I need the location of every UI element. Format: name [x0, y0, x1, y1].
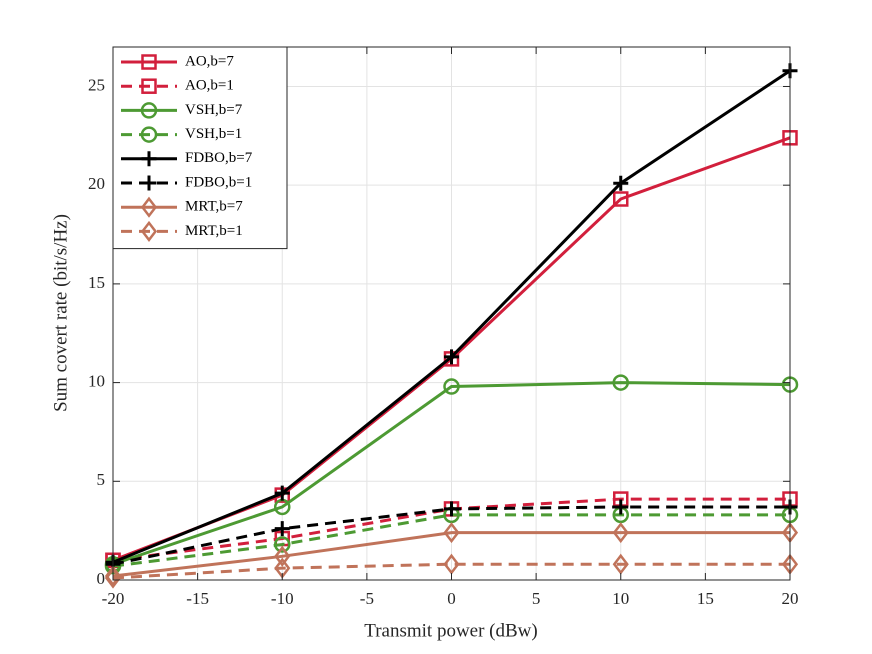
- legend-label: FDBO,b=7: [185, 150, 253, 166]
- marker: [140, 102, 158, 119]
- legend-label: MRT,b=7: [185, 199, 243, 215]
- legend-label: FDBO,b=1: [185, 174, 252, 190]
- marker: [612, 374, 629, 391]
- y-tick-label: 25: [88, 75, 105, 94]
- y-axis-label: Sum covert rate (bit/s/Hz): [50, 214, 71, 412]
- marker: [140, 220, 158, 242]
- x-axis-label: Transmit power (dBw): [364, 620, 537, 641]
- marker: [444, 501, 459, 517]
- legend-label: MRT,b=1: [185, 223, 243, 239]
- y-tick-label: 15: [88, 273, 105, 292]
- marker: [443, 522, 460, 544]
- x-tick-label: -10: [271, 589, 294, 608]
- marker: [140, 126, 158, 143]
- x-tick-label: 20: [782, 589, 799, 608]
- x-tick-label: -5: [360, 589, 374, 608]
- series-line: [112, 381, 791, 566]
- x-tick-label: -20: [102, 589, 125, 608]
- y-tick-label: 20: [88, 174, 105, 193]
- ticks: -20 -15 -10 -5 0 5 10 15 20 0 5 10 15 20 25: [88, 47, 799, 608]
- marker: [274, 521, 290, 537]
- legend-label: VSH,b=1: [185, 126, 242, 142]
- marker: [613, 499, 629, 515]
- marker: [613, 175, 629, 191]
- marker: [443, 378, 460, 395]
- marker: [443, 553, 460, 575]
- marker: [141, 151, 157, 167]
- x-tick-label: -15: [186, 589, 209, 608]
- legend-label: AO,b=7: [185, 53, 234, 69]
- marker: [141, 54, 157, 70]
- marker: [104, 567, 122, 589]
- marker: [613, 191, 629, 207]
- marker: [274, 536, 291, 553]
- marker: [140, 196, 158, 218]
- marker: [274, 485, 290, 501]
- x-tick-label: 5: [532, 589, 541, 608]
- y-tick-label: 0: [97, 569, 106, 588]
- series-line: [112, 531, 790, 578]
- y-tick-label: 5: [97, 470, 106, 489]
- x-tick-label: 10: [612, 589, 629, 608]
- marker: [612, 522, 629, 544]
- series-line: [112, 562, 790, 580]
- marker: [612, 553, 629, 575]
- marker: [444, 349, 459, 365]
- marker: [274, 545, 291, 567]
- x-tick-label: 15: [697, 589, 714, 608]
- legend: AO,b=7 AO,b=1 VSH,b=7 VSH,b=1 FDBO,b=7 FDBO,b…: [112, 46, 288, 250]
- legend-label: AO,b=1: [185, 78, 234, 94]
- lines: [104, 63, 799, 589]
- marker: [141, 78, 157, 94]
- legend-label: VSH,b=7: [185, 102, 243, 118]
- x-tick-label: 0: [447, 589, 456, 608]
- y-tick-label: 10: [88, 371, 105, 390]
- marker: [141, 175, 157, 191]
